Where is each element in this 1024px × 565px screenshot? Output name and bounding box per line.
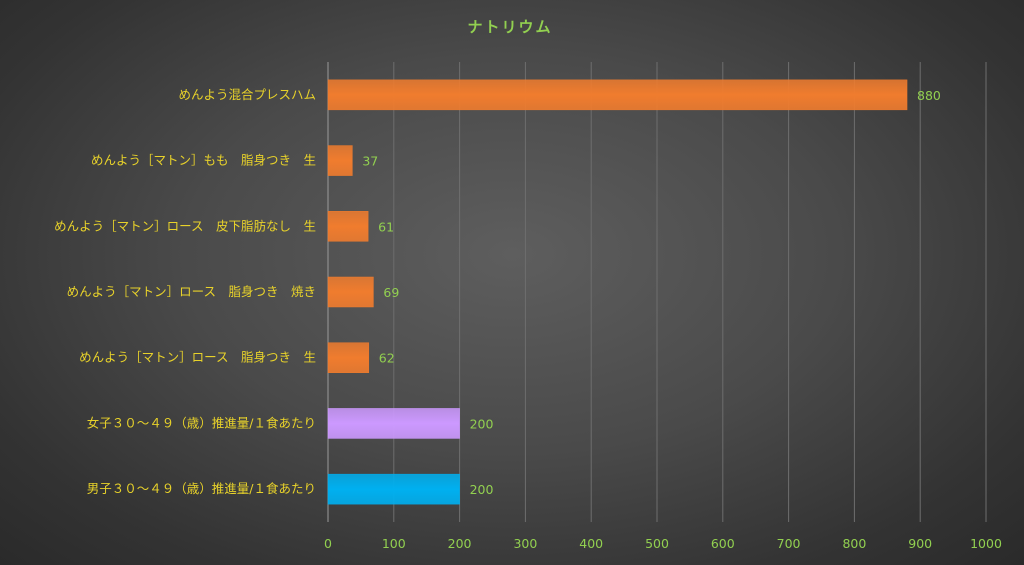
bar (327, 79, 908, 111)
bar (327, 211, 369, 242)
category-label: めんよう［マトン］ロース 脂身つき 焼き (67, 284, 316, 299)
x-tick-label: 100 (382, 536, 406, 551)
category-label: めんよう［マトン］もも 脂身つき 生 (91, 153, 316, 168)
data-label: 69 (383, 285, 399, 300)
bar (327, 276, 374, 308)
x-axis-ticks: 0 100 200 300 400 500 600 700 800 900 1000 (324, 536, 1002, 551)
bar (327, 408, 460, 439)
x-tick-label: 300 (513, 536, 537, 551)
category-label: めんよう［マトン］ロース 皮下脂肪なし 生 (54, 218, 316, 233)
data-label: 37 (362, 154, 378, 169)
category-label: めんよう混合プレスハム (178, 87, 316, 102)
data-label: 61 (378, 219, 394, 234)
x-tick-label: 0 (324, 536, 332, 551)
x-tick-label: 400 (579, 536, 603, 551)
bars (327, 79, 908, 505)
chart-title: ナトリウム (467, 18, 552, 36)
data-label: 200 (470, 482, 494, 497)
x-tick-label: 900 (908, 536, 932, 551)
category-label: めんよう［マトン］ロース 脂身つき 生 (79, 350, 316, 365)
labels: めんよう混合プレスハム 880 めんよう［マトン］もも 脂身つき 生 37 めんよう［マ… (54, 87, 941, 497)
category-label: 男子３０～４９（歳）推進量/１食あたり (87, 481, 316, 496)
gridlines (327, 62, 987, 522)
x-tick-label: 200 (448, 536, 472, 551)
data-label: 200 (470, 416, 494, 431)
x-tick-label: 500 (645, 536, 669, 551)
x-tick-label: 700 (777, 536, 801, 551)
data-label: 62 (379, 351, 395, 366)
x-tick-label: 600 (711, 536, 735, 551)
category-label: 女子３０～４９（歳）推進量/１食あたり (87, 415, 316, 430)
bar (327, 342, 370, 373)
bar (327, 473, 460, 505)
bar (327, 145, 353, 176)
data-label: 880 (917, 88, 941, 103)
x-tick-label: 1000 (970, 536, 1002, 551)
x-tick-label: 800 (842, 536, 866, 551)
